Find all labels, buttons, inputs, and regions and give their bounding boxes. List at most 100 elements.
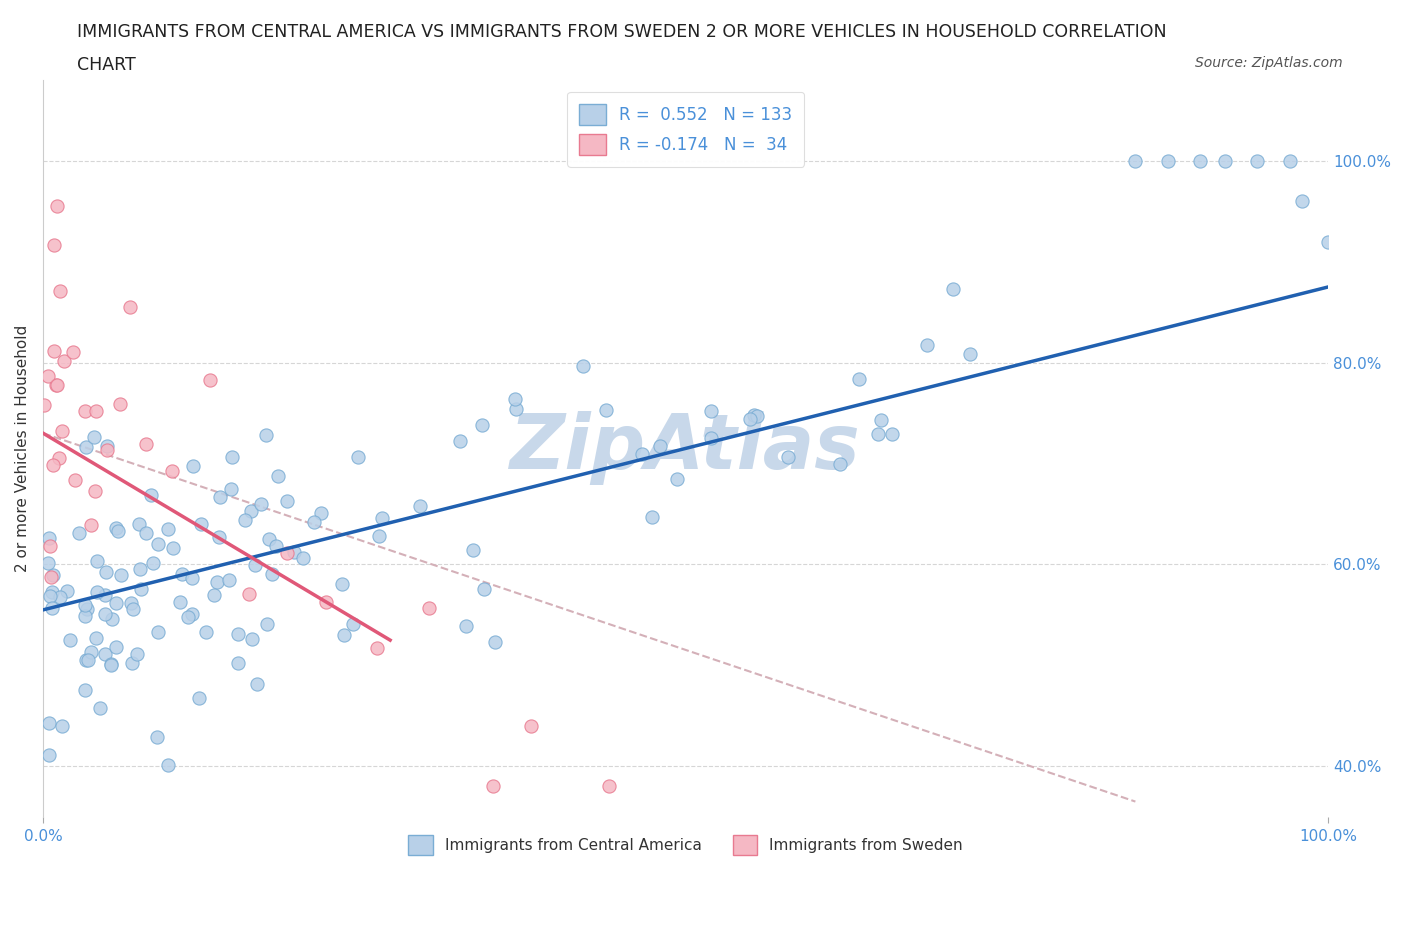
Point [42,567,65,582]
Point [302,514,325,529]
Point [38,748,60,763]
Point [38,589,60,604]
Point [162,540,184,555]
Point [169,594,191,609]
Point [128,516,150,531]
Point [1291,193,1313,208]
Point [86,585,108,600]
Point [778,449,800,464]
Point [472,581,495,596]
Point [107,524,129,538]
Point [641,510,664,525]
Point [118,299,141,314]
Point [48,590,70,604]
Point [700,431,723,445]
Point [52,353,75,368]
Point [1215,153,1237,168]
Point [105,595,128,610]
Point [631,446,654,461]
Point [46,378,69,392]
Point [219,482,242,497]
Point [240,504,263,519]
Point [73,683,96,698]
Point [125,646,148,661]
Point [79,644,101,659]
Point [84,631,107,645]
Point [959,347,981,362]
Point [56,584,79,599]
Point [745,408,768,423]
Point [226,627,249,642]
Point [264,538,287,553]
Point [75,440,97,455]
Text: ZipAtlas: ZipAtlas [510,411,860,485]
Point [598,779,620,794]
Point [205,574,228,589]
Point [105,639,128,654]
Point [93,606,115,621]
Point [181,606,204,621]
Legend: Immigrants from Central America, Immigrants from Sweden: Immigrants from Central America, Immigra… [402,829,969,860]
Point [1188,153,1211,168]
Point [157,757,180,772]
Point [42,344,65,359]
Point [371,511,394,525]
Point [471,418,494,432]
Point [1278,153,1301,168]
Point [172,566,194,581]
Point [218,572,240,587]
Point [86,553,108,568]
Point [267,469,290,484]
Point [45,199,67,214]
Point [505,402,527,417]
Point [666,472,689,486]
Point [75,652,97,667]
Point [742,407,765,422]
Point [595,403,617,418]
Point [202,588,225,603]
Point [648,438,671,453]
Text: IMMIGRANTS FROM CENTRAL AMERICA VS IMMIGRANTS FROM SWEDEN 2 OR MORE VEHICLES IN : IMMIGRANTS FROM CENTRAL AMERICA VS IMMIG… [77,23,1167,41]
Y-axis label: 2 or more Vehicles in Household: 2 or more Vehicles in Household [15,325,30,572]
Point [100,657,122,671]
Point [347,449,370,464]
Point [146,625,169,640]
Point [65,472,87,487]
Point [73,609,96,624]
Point [96,565,118,579]
Point [572,358,595,373]
Point [828,457,851,472]
Point [34,398,56,413]
Point [243,558,266,573]
Point [73,597,96,612]
Point [156,522,179,537]
Point [110,567,132,582]
Point [942,282,965,297]
Point [187,691,209,706]
Point [418,601,440,616]
Point [233,512,256,527]
Point [254,427,277,442]
Point [37,556,59,571]
Point [135,526,157,541]
Point [38,531,60,546]
Point [283,545,305,560]
Point [86,404,108,418]
Point [104,521,127,536]
Point [209,490,232,505]
Point [141,488,163,503]
Point [880,426,903,441]
Point [48,450,70,465]
Point [1246,153,1268,168]
Point [503,392,526,406]
Point [44,378,66,392]
Point [51,424,73,439]
Point [194,624,217,639]
Point [38,538,60,553]
Point [276,494,298,509]
Point [38,715,60,730]
Point [62,344,84,359]
Point [738,411,761,426]
Point [37,368,59,383]
Point [141,555,163,570]
